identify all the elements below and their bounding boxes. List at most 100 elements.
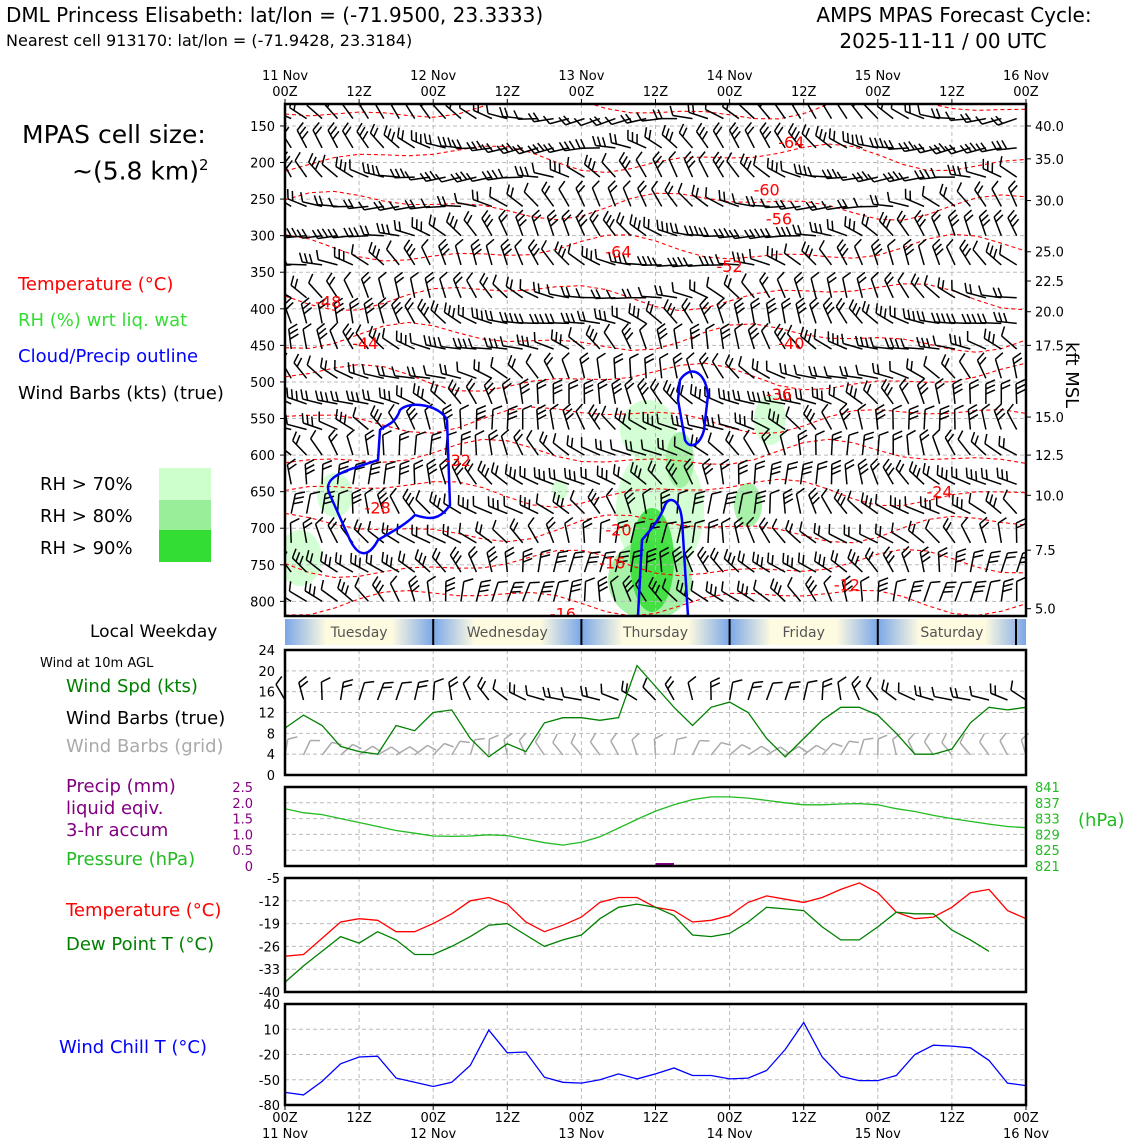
barb-shaft bbox=[889, 370, 909, 379]
barb-flag bbox=[370, 466, 381, 471]
windchill-tick-label: 40 bbox=[263, 998, 280, 1013]
barb-shaft bbox=[959, 742, 971, 756]
barb-flag bbox=[377, 584, 385, 594]
barb-flag bbox=[827, 331, 830, 342]
barb-shaft bbox=[818, 248, 833, 266]
barb-flag bbox=[486, 218, 494, 228]
barb-shaft bbox=[972, 249, 987, 266]
barb-flag bbox=[824, 301, 833, 311]
wind-barb bbox=[805, 575, 818, 602]
barb-flag bbox=[978, 209, 988, 218]
barb-flag bbox=[771, 518, 778, 528]
barb-flag bbox=[912, 310, 916, 321]
barb-flag bbox=[601, 405, 607, 416]
barb-flag bbox=[969, 284, 973, 295]
barb-flag bbox=[302, 323, 312, 330]
barb-flag bbox=[577, 214, 586, 223]
barb-flag bbox=[731, 251, 736, 262]
barb-shaft bbox=[661, 587, 678, 602]
barb-flag bbox=[668, 131, 674, 142]
barb-flag bbox=[374, 580, 382, 590]
barb-flag bbox=[854, 555, 860, 566]
wind-barb bbox=[564, 516, 574, 544]
wind-barb bbox=[934, 377, 945, 405]
wind-barb bbox=[529, 313, 554, 325]
barb-shaft bbox=[902, 245, 910, 266]
barb-flag bbox=[373, 127, 379, 138]
barb-flag bbox=[375, 248, 381, 259]
wind-barb bbox=[498, 209, 508, 237]
pressure-tick-label: 821 bbox=[1035, 860, 1060, 875]
cloud-outline-lower bbox=[636, 498, 690, 616]
barb-shaft bbox=[506, 193, 524, 207]
barb-flag bbox=[985, 379, 996, 385]
wind-barb bbox=[552, 379, 563, 404]
barb-flag bbox=[970, 431, 976, 442]
barb-flag bbox=[924, 519, 930, 529]
barb-shaft bbox=[334, 369, 354, 379]
barb-shaft bbox=[459, 107, 477, 120]
barb-shaft bbox=[287, 198, 307, 208]
wind-barb bbox=[741, 273, 755, 299]
barb-flag bbox=[681, 297, 689, 307]
wind-barb-true bbox=[687, 675, 697, 701]
wind-barb bbox=[431, 104, 447, 120]
barb-shaft bbox=[676, 523, 683, 544]
windchill-tick-label: -20 bbox=[259, 1049, 280, 1064]
barb-flag bbox=[438, 238, 447, 247]
barb-flag bbox=[598, 586, 609, 593]
barb-flag bbox=[860, 135, 864, 146]
wind-barb-grid bbox=[959, 733, 971, 756]
barb-flag bbox=[723, 191, 726, 202]
barb-shaft bbox=[820, 495, 833, 514]
barb-shaft bbox=[652, 158, 663, 178]
barb-flag bbox=[531, 209, 540, 218]
barb-shaft bbox=[540, 248, 555, 266]
barb-flag bbox=[735, 521, 744, 529]
barb-flag bbox=[766, 302, 777, 310]
barb-flag bbox=[408, 496, 415, 506]
barb-flag bbox=[643, 216, 646, 227]
dewpoint-line bbox=[284, 903, 990, 983]
barb-flag bbox=[486, 142, 494, 152]
barb-shaft bbox=[285, 195, 292, 208]
wind-barb bbox=[487, 496, 508, 515]
barb-flag bbox=[819, 93, 829, 101]
wind-barb bbox=[443, 302, 462, 325]
barb-flag bbox=[761, 521, 769, 531]
barb-flag bbox=[703, 306, 712, 315]
barb-flag bbox=[496, 499, 499, 510]
barb-shaft bbox=[302, 398, 323, 405]
barb-flag bbox=[908, 141, 915, 151]
barb-flag bbox=[1000, 384, 1011, 390]
wind-barb bbox=[349, 552, 369, 573]
barb-flag bbox=[467, 463, 474, 473]
barb-flag bbox=[767, 307, 777, 315]
barb-flag bbox=[817, 525, 821, 536]
barb-flag bbox=[286, 458, 296, 466]
barb-flag bbox=[306, 355, 311, 366]
barb-flag bbox=[704, 386, 706, 397]
barb-shaft bbox=[719, 199, 740, 208]
barb-flag bbox=[493, 338, 499, 349]
barb-flag bbox=[429, 170, 437, 180]
barb-shaft bbox=[951, 289, 971, 299]
barb-flag bbox=[340, 581, 346, 592]
barb-flag bbox=[627, 129, 629, 140]
barb-flag bbox=[903, 141, 910, 151]
barb-shaft bbox=[537, 552, 543, 573]
wind-barb bbox=[747, 322, 760, 350]
barb-shaft bbox=[473, 368, 493, 379]
barb-shaft bbox=[363, 205, 384, 211]
wind-barb bbox=[828, 384, 848, 405]
cross-section-axes: 1502002503003504004505005506006507007508… bbox=[250, 69, 1064, 618]
barb-shaft bbox=[733, 523, 740, 544]
barb-flag bbox=[621, 323, 629, 332]
barb-flag bbox=[833, 488, 840, 499]
wind-barb bbox=[527, 517, 539, 544]
barb-flag bbox=[698, 227, 705, 237]
barb-flag bbox=[487, 550, 497, 559]
barb-flag bbox=[640, 439, 644, 450]
